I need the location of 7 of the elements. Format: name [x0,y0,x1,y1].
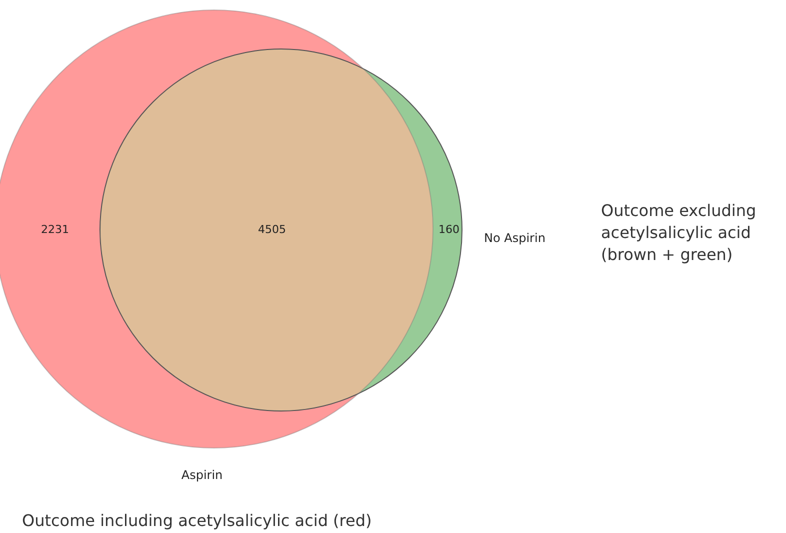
text: Aspirin [181,468,223,482]
data-label: 2231 [41,222,69,236]
data-label: 4505 [258,222,286,236]
text: Outcome including acetylsalicylic acid (red) [22,510,372,532]
text: No Aspirin [484,231,546,246]
text: Outcome excluding acetylsalicylic acid (brown + green) [601,200,758,266]
data-label: 160 [438,222,460,236]
